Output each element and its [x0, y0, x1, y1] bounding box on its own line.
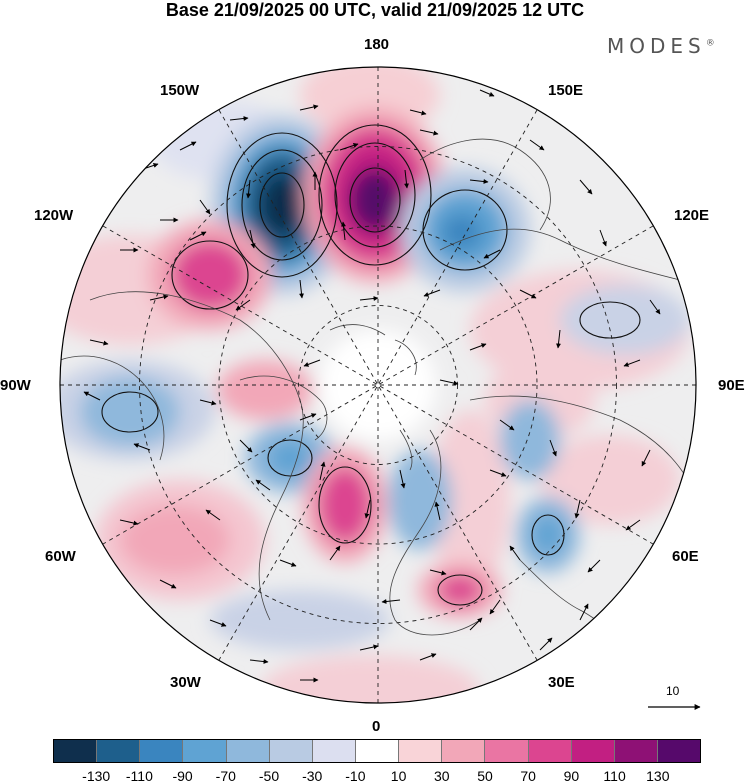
label-lon-90e: 90E — [718, 377, 745, 394]
brand-mark: ® — [705, 38, 715, 49]
label-lon-150e: 150E — [548, 82, 584, 99]
label-lon-30w: 30W — [170, 674, 201, 691]
label-lon-150w: 150W — [160, 82, 200, 99]
colorbar-tick-label: -10 — [345, 768, 366, 784]
colorbar-tick-label: 30 — [434, 768, 450, 784]
colorbar-tick-label: -30 — [302, 768, 323, 784]
contour-lines — [101, 124, 641, 606]
colorbar-swatch — [54, 740, 98, 762]
colorbar-swatch — [571, 740, 615, 762]
colorbar-swatch — [140, 740, 184, 762]
colorbar-swatch — [355, 740, 400, 762]
colorbar-tick-label: -130 — [82, 768, 111, 784]
map-boundary — [59, 66, 697, 704]
colorbar-tick-label: -90 — [172, 768, 193, 784]
colorbar-tick-label: 130 — [646, 768, 670, 784]
reference-vector-label: 10 — [666, 684, 680, 698]
colorbar-tick-label: 90 — [563, 768, 580, 784]
map-title: Base 21/09/2025 00 UTC, valid 21/09/2025… — [165, 0, 585, 20]
colorbar-tick-label: 50 — [477, 768, 493, 784]
colorbar-swatch — [97, 740, 141, 762]
colorbar-swatch — [528, 740, 572, 762]
label-lon-90w: 90W — [0, 377, 31, 394]
graticule — [60, 67, 696, 703]
wind-vectors — [83, 89, 661, 683]
colorbar-swatch — [485, 740, 529, 762]
label-lon-120e: 120E — [674, 207, 710, 224]
colorbar-tick-label: 70 — [520, 768, 536, 784]
colorbar-tick-label: 10 — [390, 768, 407, 784]
colorbar — [53, 739, 701, 763]
label-lon-30e: 30E — [548, 674, 575, 691]
colorbar-tick-label: -110 — [125, 768, 153, 784]
colorbar-swatch — [614, 740, 658, 762]
label-lon-60w: 60W — [45, 548, 76, 565]
colorbar-swatch — [269, 740, 313, 762]
colorbar-swatch — [442, 740, 486, 762]
label-lon-120w: 120W — [34, 207, 74, 224]
modes-logo: MODES® — [607, 34, 715, 58]
colorbar-swatch — [399, 740, 443, 762]
anomaly-field — [60, 67, 696, 703]
brand-text: MODES — [607, 34, 706, 58]
colorbar-swatch — [226, 740, 270, 762]
colorbar-swatch — [183, 740, 227, 762]
label-lon-0: 0 — [372, 718, 381, 735]
label-lon-60e: 60E — [672, 548, 699, 565]
colorbar-tick-label: -50 — [258, 768, 280, 784]
label-lon-180: 180 — [364, 36, 390, 53]
colorbar-swatch — [657, 740, 701, 762]
colorbar-tick-label: -70 — [215, 768, 236, 784]
colorbar-swatch — [312, 740, 356, 762]
colorbar-tick-label: 110 — [603, 768, 626, 784]
